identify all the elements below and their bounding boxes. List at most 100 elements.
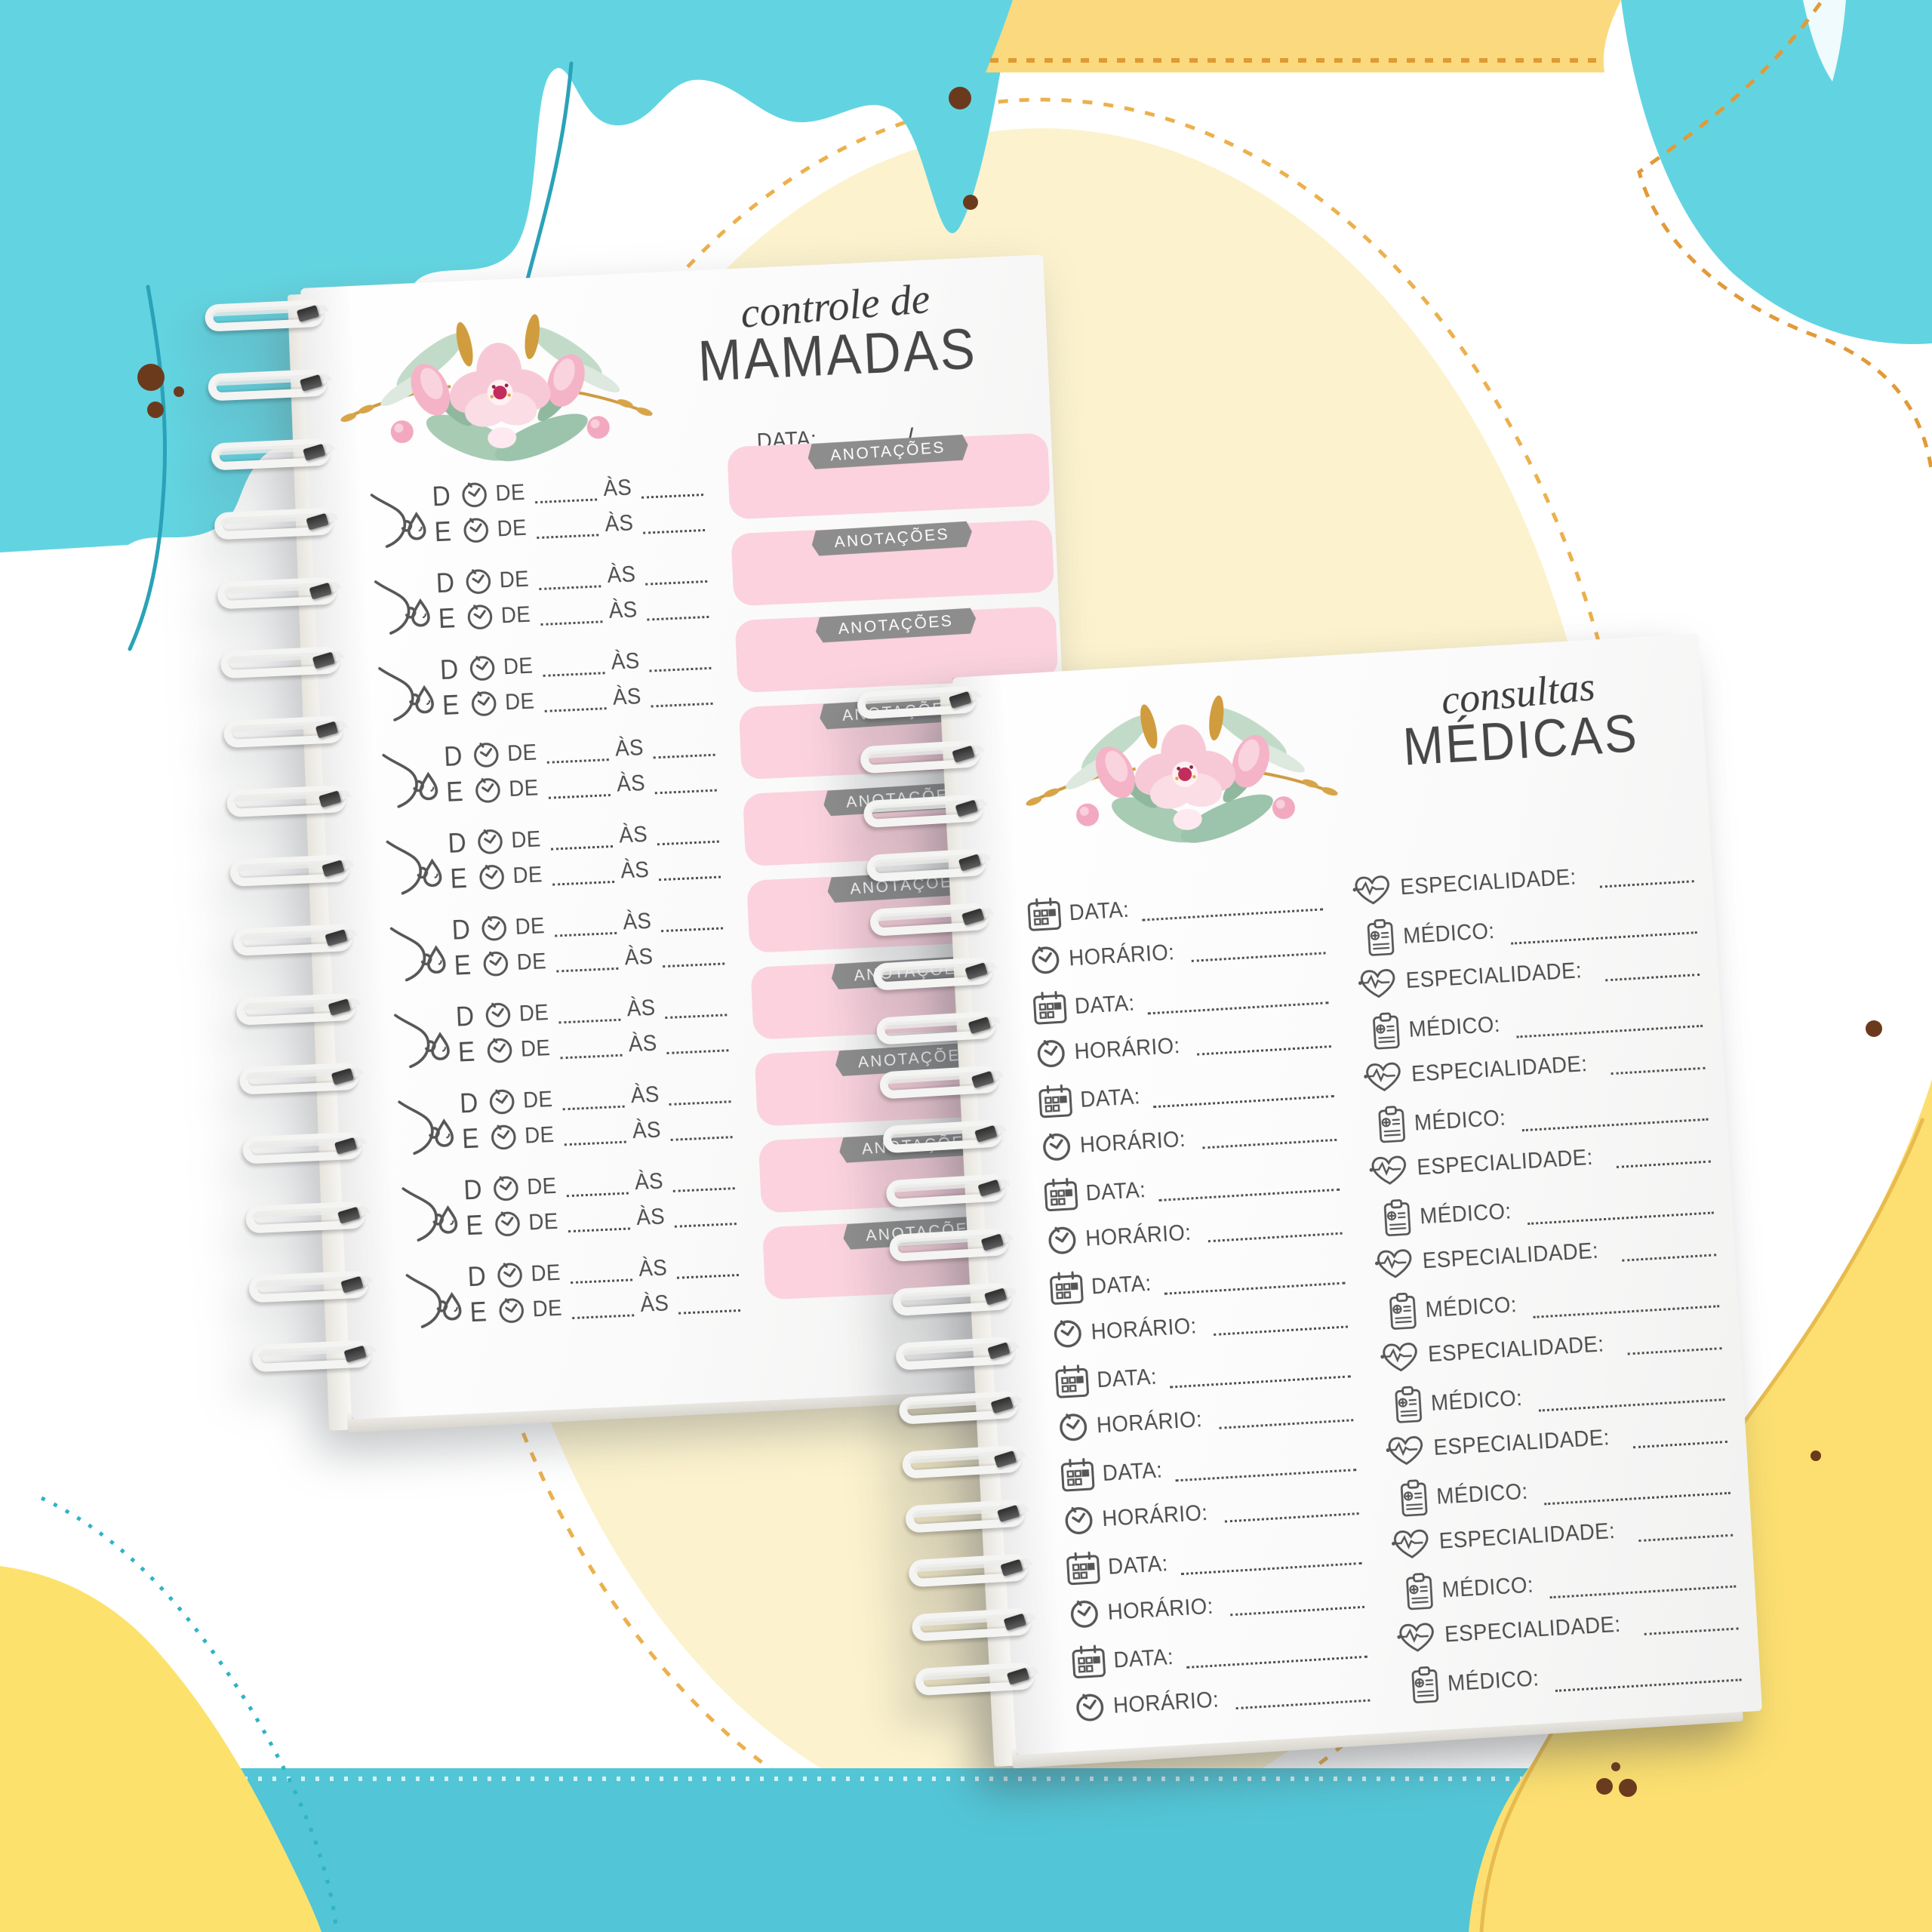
binding-ring [875, 1011, 1001, 1045]
clipboard-icon [1377, 1105, 1406, 1143]
binding-ring [914, 1661, 1040, 1697]
doctor-label: MÉDICO: [1414, 1105, 1507, 1136]
binding-ring [872, 956, 998, 991]
yellow-band [986, 0, 1621, 72]
to-label: ÀS [606, 561, 636, 588]
binding-ring [895, 1336, 1020, 1371]
to-label: ÀS [635, 1204, 666, 1231]
time-fill-line [678, 1309, 740, 1315]
fill-line [1170, 1375, 1351, 1389]
time-fill-line [564, 1140, 626, 1146]
time-fill-line [651, 702, 713, 708]
from-label: DE [516, 949, 547, 975]
orange-dashed-curve [1637, 2, 1932, 475]
binding-ring [885, 1174, 1011, 1208]
binding-ring [245, 1201, 371, 1234]
specialty-label: ESPECIALIDADE: [1404, 958, 1583, 994]
clock-icon [1042, 1132, 1072, 1161]
clock-icon [469, 655, 495, 681]
breast-feeding-icon [378, 664, 435, 722]
doctor-label: MÉDICO: [1407, 1011, 1501, 1042]
specialty-label: ESPECIALIDADE: [1432, 1425, 1611, 1460]
time-fill-line [669, 1100, 731, 1106]
doctor-label: MÉDICO: [1447, 1666, 1540, 1697]
from-label: DE [530, 1260, 561, 1287]
binding-ring [860, 740, 985, 774]
time-label: HORÁRIO: [1079, 1126, 1186, 1158]
breast-feeding-icon [370, 491, 427, 549]
binding-ring [908, 1553, 1033, 1588]
clock-icon [1053, 1319, 1082, 1349]
to-label: ÀS [634, 1168, 664, 1195]
time-fill-line [666, 1049, 729, 1055]
fill-line [1197, 1045, 1331, 1056]
left-breast-label: E [453, 949, 472, 981]
fill-line [1153, 1094, 1334, 1109]
clock-icon [497, 1262, 523, 1288]
notes-box: ANOTAÇÕES [727, 432, 1051, 520]
to-label: ÀS [638, 1255, 668, 1281]
doctor-label: MÉDICO: [1424, 1292, 1518, 1323]
fill-line [1638, 1534, 1734, 1543]
binding-ring [238, 1062, 364, 1095]
time-line: HORÁRIO: [1051, 1302, 1349, 1351]
from-label: DE [528, 1208, 559, 1235]
clock-icon [1048, 1226, 1077, 1255]
heartbeat-icon [1389, 1529, 1429, 1560]
date-label: DATA: [1079, 1084, 1141, 1112]
clock-icon [485, 1001, 511, 1029]
date-line: DATA: [1026, 881, 1324, 933]
breast-feeding-icon [405, 1272, 463, 1329]
binding-ring [891, 1281, 1017, 1317]
date-label: DATA: [1101, 1457, 1164, 1487]
date-label: DATA: [1096, 1364, 1158, 1393]
time-fill-line [544, 707, 607, 712]
heartbeat-icon [1384, 1435, 1424, 1466]
left-breast-label: E [438, 602, 457, 635]
clock-icon [482, 950, 509, 977]
from-label: DE [494, 479, 526, 506]
clock-icon [467, 604, 493, 630]
doctor-label: MÉDICO: [1402, 918, 1496, 949]
clock-icon [498, 1297, 525, 1324]
fill-line [1214, 1325, 1349, 1336]
to-label: ÀS [610, 648, 641, 675]
to-label: ÀS [627, 1030, 658, 1057]
watercolor-bouquet [334, 306, 657, 480]
breast-feeding-icon [389, 924, 447, 983]
left-breast-label: E [449, 862, 468, 894]
time-fill-line [662, 962, 724, 968]
yellow-blob-bottom-left [0, 1566, 321, 1932]
to-label: ÀS [608, 597, 638, 623]
left-breast-label: E [465, 1209, 484, 1241]
turquoise-notch [1803, 0, 1846, 82]
heartbeat-icon [1367, 1155, 1407, 1186]
clipboard-icon [1405, 1572, 1434, 1611]
notes-box: ANOTAÇÕES [731, 519, 1055, 607]
time-fill-line [660, 927, 723, 933]
date-label: DATA: [1068, 897, 1131, 926]
binding-ring [223, 715, 349, 749]
fill-line [1632, 1440, 1727, 1449]
time-line: HORÁRIO: [1029, 928, 1326, 977]
date-label: DATA: [1091, 1270, 1152, 1300]
to-label: ÀS [611, 684, 642, 710]
time-label: HORÁRIO: [1101, 1500, 1209, 1532]
date-label: DATA: [1107, 1551, 1169, 1580]
fill-line [1538, 1398, 1725, 1412]
specialty-label: ESPECIALIDADE: [1399, 864, 1577, 900]
fill-line [1510, 931, 1697, 945]
to-label: ÀS [639, 1291, 669, 1317]
clock-icon [1069, 1599, 1099, 1629]
to-label: ÀS [622, 908, 652, 935]
clipboard-icon [1395, 1385, 1423, 1423]
from-label: DE [524, 1121, 555, 1149]
binding-ring [882, 1119, 1008, 1154]
fill-line [1627, 1347, 1722, 1355]
binding-ring [217, 577, 342, 610]
fill-line [1148, 1001, 1329, 1015]
specialty-label: ESPECIALIDADE: [1411, 1051, 1589, 1087]
calendar-icon [1027, 897, 1062, 931]
time-fill-line [672, 1187, 735, 1192]
calendar-icon [1044, 1177, 1078, 1212]
